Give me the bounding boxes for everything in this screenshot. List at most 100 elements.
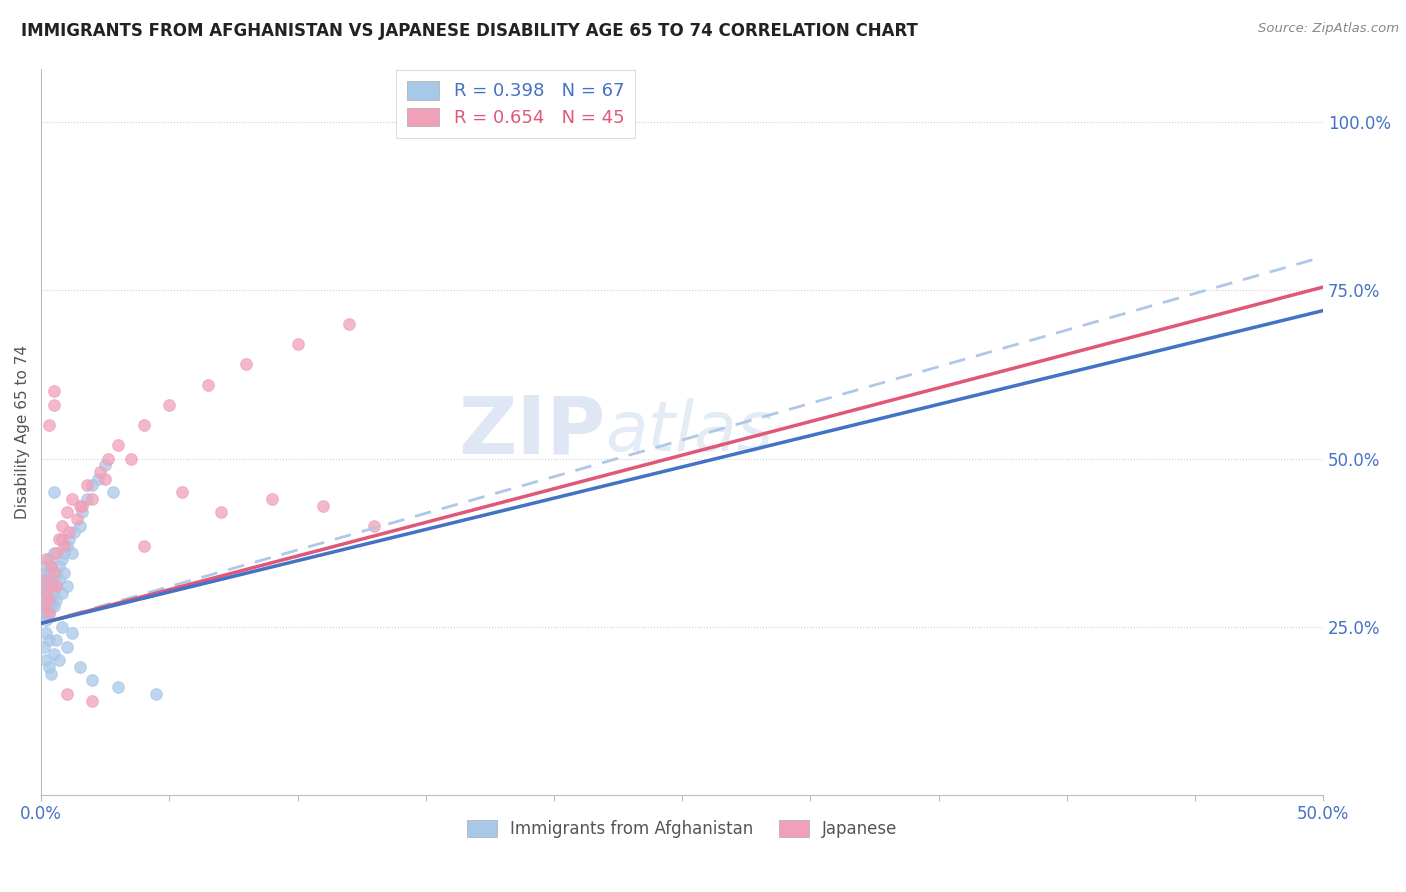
Point <box>55 505 77 519</box>
Point <box>86 472 108 486</box>
Point <box>60 491 83 506</box>
Point <box>69 660 91 674</box>
Point <box>38 417 60 432</box>
Point <box>38 552 60 566</box>
Point <box>209 505 232 519</box>
Point <box>34 579 56 593</box>
Point <box>363 518 385 533</box>
Point <box>260 491 283 506</box>
Point <box>41 559 63 574</box>
Point <box>94 458 117 473</box>
Point <box>82 478 104 492</box>
Point <box>41 592 63 607</box>
Point <box>42 573 65 587</box>
Point <box>32 640 55 654</box>
Point <box>58 532 80 546</box>
Point <box>55 579 77 593</box>
Point <box>145 687 167 701</box>
Point <box>32 592 55 607</box>
Point <box>41 559 63 574</box>
Point <box>94 472 117 486</box>
Point <box>32 573 55 587</box>
Point <box>76 491 98 506</box>
Point <box>41 599 63 614</box>
Point <box>38 586 60 600</box>
Point <box>48 559 70 574</box>
Point <box>157 398 180 412</box>
Text: ZIP: ZIP <box>458 392 605 471</box>
Point <box>31 606 53 620</box>
Point <box>45 592 67 607</box>
Point <box>45 546 67 560</box>
Point <box>45 633 67 648</box>
Point <box>51 586 73 600</box>
Point <box>41 579 63 593</box>
Point <box>41 579 63 593</box>
Text: atlas: atlas <box>605 398 773 465</box>
Point <box>38 606 60 620</box>
Point <box>45 579 67 593</box>
Point <box>58 525 80 540</box>
Point <box>35 552 58 566</box>
Point <box>37 579 59 593</box>
Point <box>32 599 55 614</box>
Point <box>172 485 194 500</box>
Point <box>101 485 124 500</box>
Y-axis label: Disability Age 65 to 74: Disability Age 65 to 74 <box>15 344 30 518</box>
Point <box>287 337 309 351</box>
Point <box>51 518 73 533</box>
Point <box>35 586 58 600</box>
Point <box>42 586 65 600</box>
Point <box>312 499 335 513</box>
Point <box>42 647 65 661</box>
Point <box>53 566 76 580</box>
Point <box>70 499 93 513</box>
Point <box>60 626 83 640</box>
Point <box>51 532 73 546</box>
Point <box>45 579 67 593</box>
Point <box>53 539 76 553</box>
Point <box>42 599 65 614</box>
Point <box>132 539 155 553</box>
Point <box>132 417 155 432</box>
Point <box>45 566 67 580</box>
Point <box>51 552 73 566</box>
Point <box>197 377 219 392</box>
Point <box>55 539 77 553</box>
Point <box>48 653 70 667</box>
Point <box>53 546 76 560</box>
Point <box>60 546 83 560</box>
Point <box>35 586 58 600</box>
Point <box>107 438 129 452</box>
Point <box>37 592 59 607</box>
Point <box>35 613 58 627</box>
Point <box>82 491 104 506</box>
Point <box>35 599 58 614</box>
Point <box>42 398 65 412</box>
Point <box>38 606 60 620</box>
Text: IMMIGRANTS FROM AFGHANISTAN VS JAPANESE DISABILITY AGE 65 TO 74 CORRELATION CHAR: IMMIGRANTS FROM AFGHANISTAN VS JAPANESE … <box>21 22 918 40</box>
Point <box>337 317 360 331</box>
Point <box>55 687 77 701</box>
Point <box>42 485 65 500</box>
Point <box>42 566 65 580</box>
Point <box>51 619 73 633</box>
Point <box>35 653 58 667</box>
Text: Source: ZipAtlas.com: Source: ZipAtlas.com <box>1258 22 1399 36</box>
Point <box>82 673 104 688</box>
Point <box>120 451 142 466</box>
Point <box>32 586 55 600</box>
Point <box>39 573 62 587</box>
Point <box>38 566 60 580</box>
Point <box>235 357 257 371</box>
Point <box>42 384 65 399</box>
Point <box>38 592 60 607</box>
Point <box>38 660 60 674</box>
Point <box>48 532 70 546</box>
Point <box>35 626 58 640</box>
Point <box>70 505 93 519</box>
Point <box>66 512 89 526</box>
Point <box>69 518 91 533</box>
Point <box>35 559 58 574</box>
Point <box>55 640 77 654</box>
